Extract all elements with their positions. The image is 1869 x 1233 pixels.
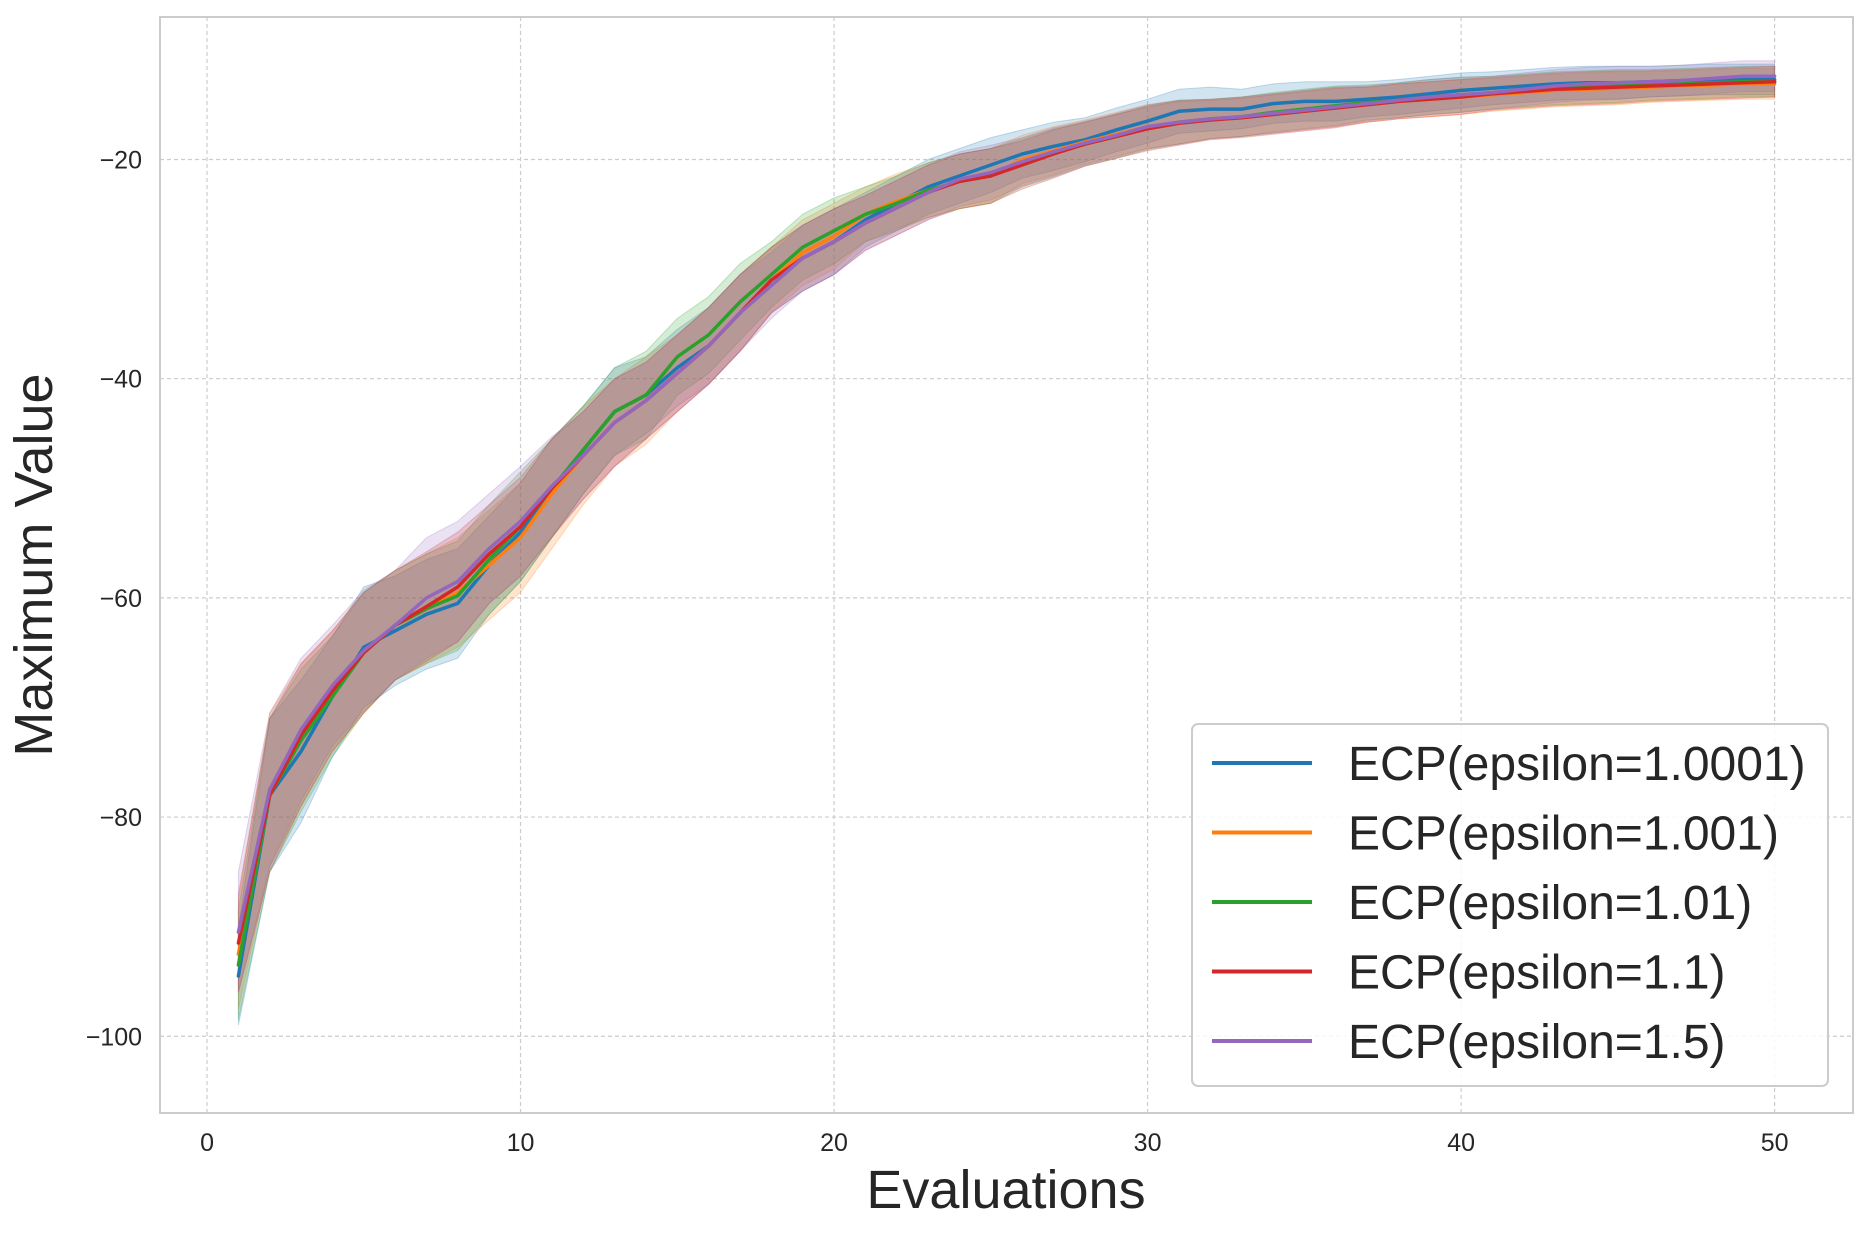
band-series-5 <box>237 60 1776 993</box>
legend-box <box>1191 723 1829 1087</box>
band-series-2 <box>237 68 1776 1010</box>
x-tick-label-30: 30 <box>1134 1129 1162 1157</box>
legend-label-2: ECP(epsilon=1.001) <box>1348 808 1779 861</box>
band-series-1 <box>237 63 1776 1026</box>
legend-label-3: ECP(epsilon=1.01) <box>1348 877 1752 930</box>
x-axis-title: Evaluations <box>866 1160 1145 1220</box>
y-tick-label-60: −60 <box>100 585 142 613</box>
series-lines <box>236 74 1777 978</box>
tick-labels: 0 10 20 30 40 50 −20 −40 −60 −80 −100 <box>86 146 1789 1157</box>
confidence-bands <box>237 60 1776 1026</box>
x-tick-label-10: 10 <box>507 1129 535 1157</box>
y-tick-label-40: −40 <box>100 366 142 394</box>
band-series-4 <box>237 65 1776 993</box>
y-tick-label-100: −100 <box>86 1023 142 1051</box>
y-tick-label-20: −20 <box>100 146 142 174</box>
y-tick-label-80: −80 <box>100 804 142 832</box>
line-series-4 <box>236 79 1777 945</box>
legend-label-5: ECP(epsilon=1.5) <box>1348 1016 1726 1069</box>
x-tick-label-0: 0 <box>200 1129 214 1157</box>
legend-label-1: ECP(epsilon=1.0001) <box>1348 738 1806 791</box>
line-series-5 <box>236 74 1777 934</box>
band-series-3 <box>237 65 1776 1020</box>
x-tick-label-50: 50 <box>1761 1129 1789 1157</box>
x-tick-label-20: 20 <box>820 1129 848 1157</box>
plot-frame <box>159 16 1854 1114</box>
legend-label-4: ECP(epsilon=1.1) <box>1348 947 1726 1000</box>
y-axis-title: Maximum Value <box>4 373 64 756</box>
x-tick-label-40: 40 <box>1447 1129 1475 1157</box>
legend: ECP(epsilon=1.0001) ECP(epsilon=1.001) ECP… <box>1191 723 1829 1087</box>
